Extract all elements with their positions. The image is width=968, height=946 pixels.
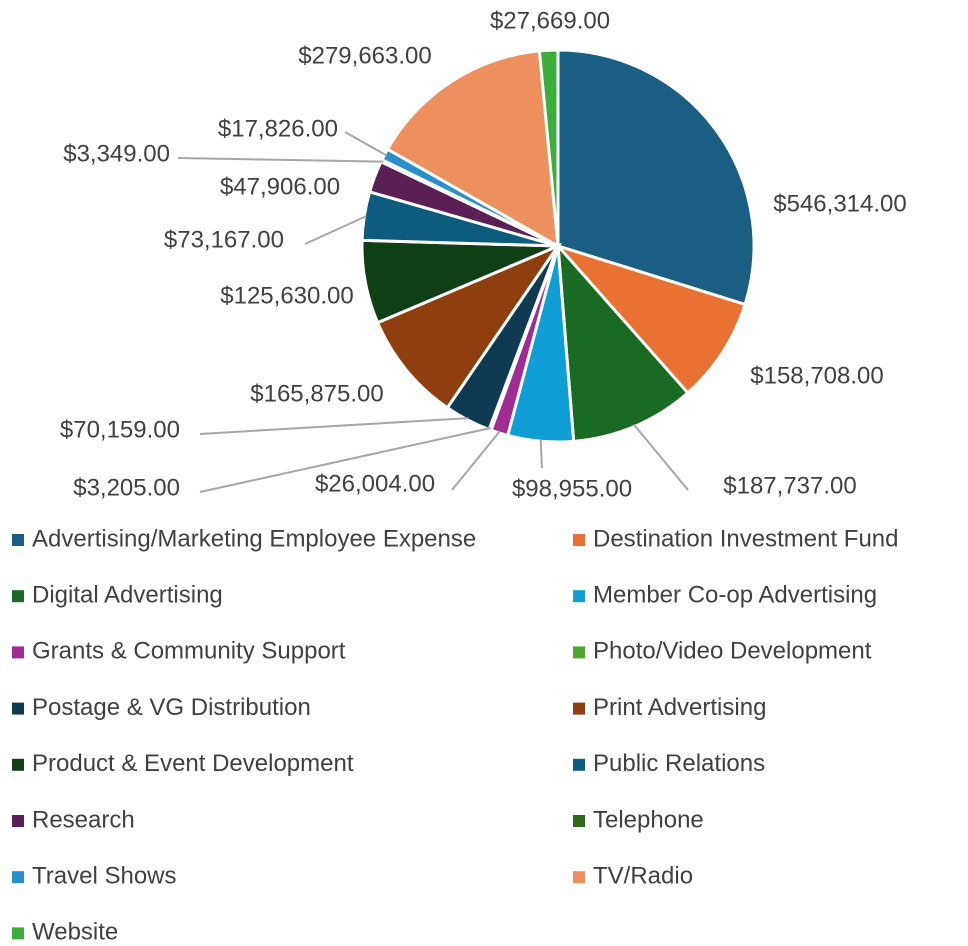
data-label: $26,004.00 <box>315 470 435 497</box>
legend-swatch <box>12 871 24 884</box>
legend-label: TV/Radio <box>593 863 693 890</box>
leader-line <box>199 417 469 435</box>
legend-swatch <box>12 534 24 546</box>
pie-slice <box>385 49 560 249</box>
legend-label: Advertising/Marketing Employee Expense <box>32 525 476 552</box>
leader-line <box>304 215 367 245</box>
data-label: $98,955.00 <box>512 475 632 502</box>
legend-swatch <box>573 815 585 827</box>
data-label: $279,663.00 <box>298 42 431 69</box>
data-label: $73,167.00 <box>164 226 284 253</box>
legend-swatch <box>12 646 24 659</box>
legend-label: Public Relations <box>593 750 765 777</box>
legend-label: Print Advertising <box>593 694 766 721</box>
legend-label: Research <box>32 806 135 833</box>
legend-swatch <box>573 702 585 715</box>
pie-slice <box>537 48 560 247</box>
data-label: $187,737.00 <box>723 472 856 499</box>
pie-slice <box>553 242 747 395</box>
leader-line <box>633 423 689 491</box>
legend-swatch <box>573 871 585 884</box>
leader-line <box>344 131 387 157</box>
leader-line <box>539 439 543 469</box>
legend-swatch <box>573 758 585 771</box>
legend-label: Digital Advertising <box>32 582 223 609</box>
leader-line <box>199 426 491 493</box>
legend-label: Member Co-op Advertising <box>593 582 877 609</box>
legend-swatch <box>573 590 585 603</box>
legend-swatch <box>573 646 585 659</box>
data-label: $70,159.00 <box>60 416 180 443</box>
legend-swatch <box>12 758 24 771</box>
legend-label: Grants & Community Support <box>32 638 346 665</box>
data-label: $158,708.00 <box>750 362 883 389</box>
legend-label: Product & Event Development <box>32 750 354 777</box>
legend-label: Travel Shows <box>32 863 177 890</box>
data-label: $47,906.00 <box>220 173 340 200</box>
legend-label: Telephone <box>593 806 704 833</box>
data-label: $546,314.00 <box>773 190 906 217</box>
legend-label: Postage & VG Distribution <box>32 694 311 721</box>
data-label: $3,349.00 <box>63 140 170 167</box>
legend-swatch <box>12 927 24 940</box>
pie-slice <box>375 242 563 410</box>
legend-label: Photo/Video Development <box>593 638 872 665</box>
legend-swatch <box>12 590 24 603</box>
pie-slice <box>556 48 756 307</box>
legend-swatch <box>12 702 24 715</box>
legend-label: Website <box>32 919 118 946</box>
data-label: $3,205.00 <box>73 474 180 501</box>
data-label: $27,669.00 <box>490 7 610 34</box>
legend-label: Destination Investment Fund <box>593 525 899 552</box>
data-label: $165,875.00 <box>250 380 383 407</box>
leader-line <box>451 430 501 491</box>
legend-swatch <box>573 534 585 546</box>
data-label: $125,630.00 <box>220 282 353 309</box>
leader-line <box>177 157 384 163</box>
legend-swatch <box>12 815 24 827</box>
data-label: $17,826.00 <box>218 115 338 142</box>
